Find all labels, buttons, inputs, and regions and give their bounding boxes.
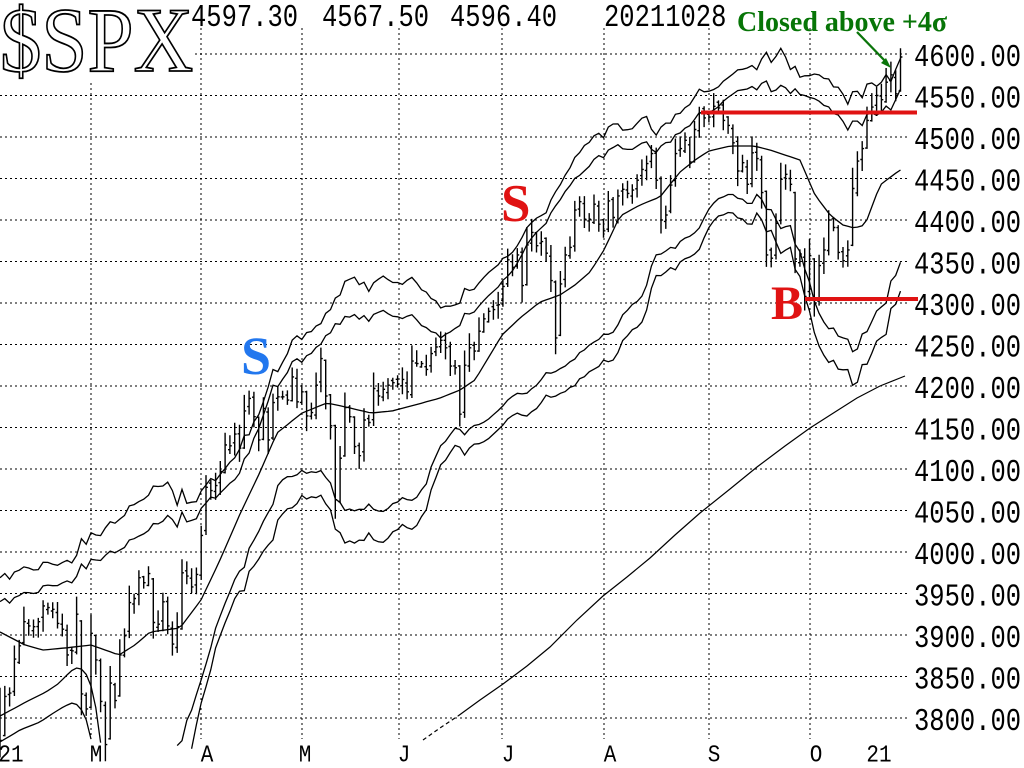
- svg-text:4400.00: 4400.00: [914, 205, 1021, 241]
- svg-text:4100.00: 4100.00: [914, 454, 1021, 490]
- svg-text:J: J: [398, 741, 411, 768]
- svg-text:$SPX: $SPX: [0, 0, 193, 91]
- svg-text:4300.00: 4300.00: [914, 288, 1021, 324]
- svg-text:21: 21: [0, 741, 24, 768]
- svg-text:3950.00: 3950.00: [914, 579, 1021, 615]
- svg-text:4500.00: 4500.00: [914, 122, 1021, 158]
- svg-text:Closed above +4σ: Closed above +4σ: [737, 7, 948, 38]
- svg-text:4600.00: 4600.00: [914, 39, 1021, 75]
- svg-text:A: A: [604, 741, 617, 768]
- svg-text:20211028: 20211028: [604, 0, 726, 36]
- svg-text:4550.00: 4550.00: [914, 81, 1021, 117]
- svg-text:4200.00: 4200.00: [914, 371, 1021, 407]
- svg-text:M: M: [299, 741, 312, 768]
- svg-text:4596.40: 4596.40: [450, 0, 557, 36]
- svg-text:3800.00: 3800.00: [914, 703, 1021, 739]
- svg-text:S: S: [241, 326, 271, 386]
- svg-text:3900.00: 3900.00: [914, 620, 1021, 656]
- svg-text:A: A: [201, 741, 214, 768]
- svg-text:4000.00: 4000.00: [914, 537, 1021, 573]
- svg-text:21: 21: [866, 741, 891, 768]
- svg-text:3850.00: 3850.00: [914, 662, 1021, 698]
- svg-text:J: J: [502, 741, 515, 768]
- svg-text:S: S: [708, 741, 721, 768]
- svg-text:S: S: [501, 175, 530, 233]
- svg-text:4450.00: 4450.00: [914, 164, 1021, 200]
- svg-text:M: M: [90, 741, 103, 768]
- svg-text:4350.00: 4350.00: [914, 247, 1021, 283]
- svg-text:4567.50: 4567.50: [322, 0, 429, 36]
- svg-text:B: B: [771, 277, 803, 330]
- svg-text:O: O: [810, 741, 823, 768]
- svg-text:4150.00: 4150.00: [914, 413, 1021, 449]
- svg-text:4050.00: 4050.00: [914, 496, 1021, 532]
- svg-text:4250.00: 4250.00: [914, 330, 1021, 366]
- svg-text:4597.30: 4597.30: [191, 0, 298, 36]
